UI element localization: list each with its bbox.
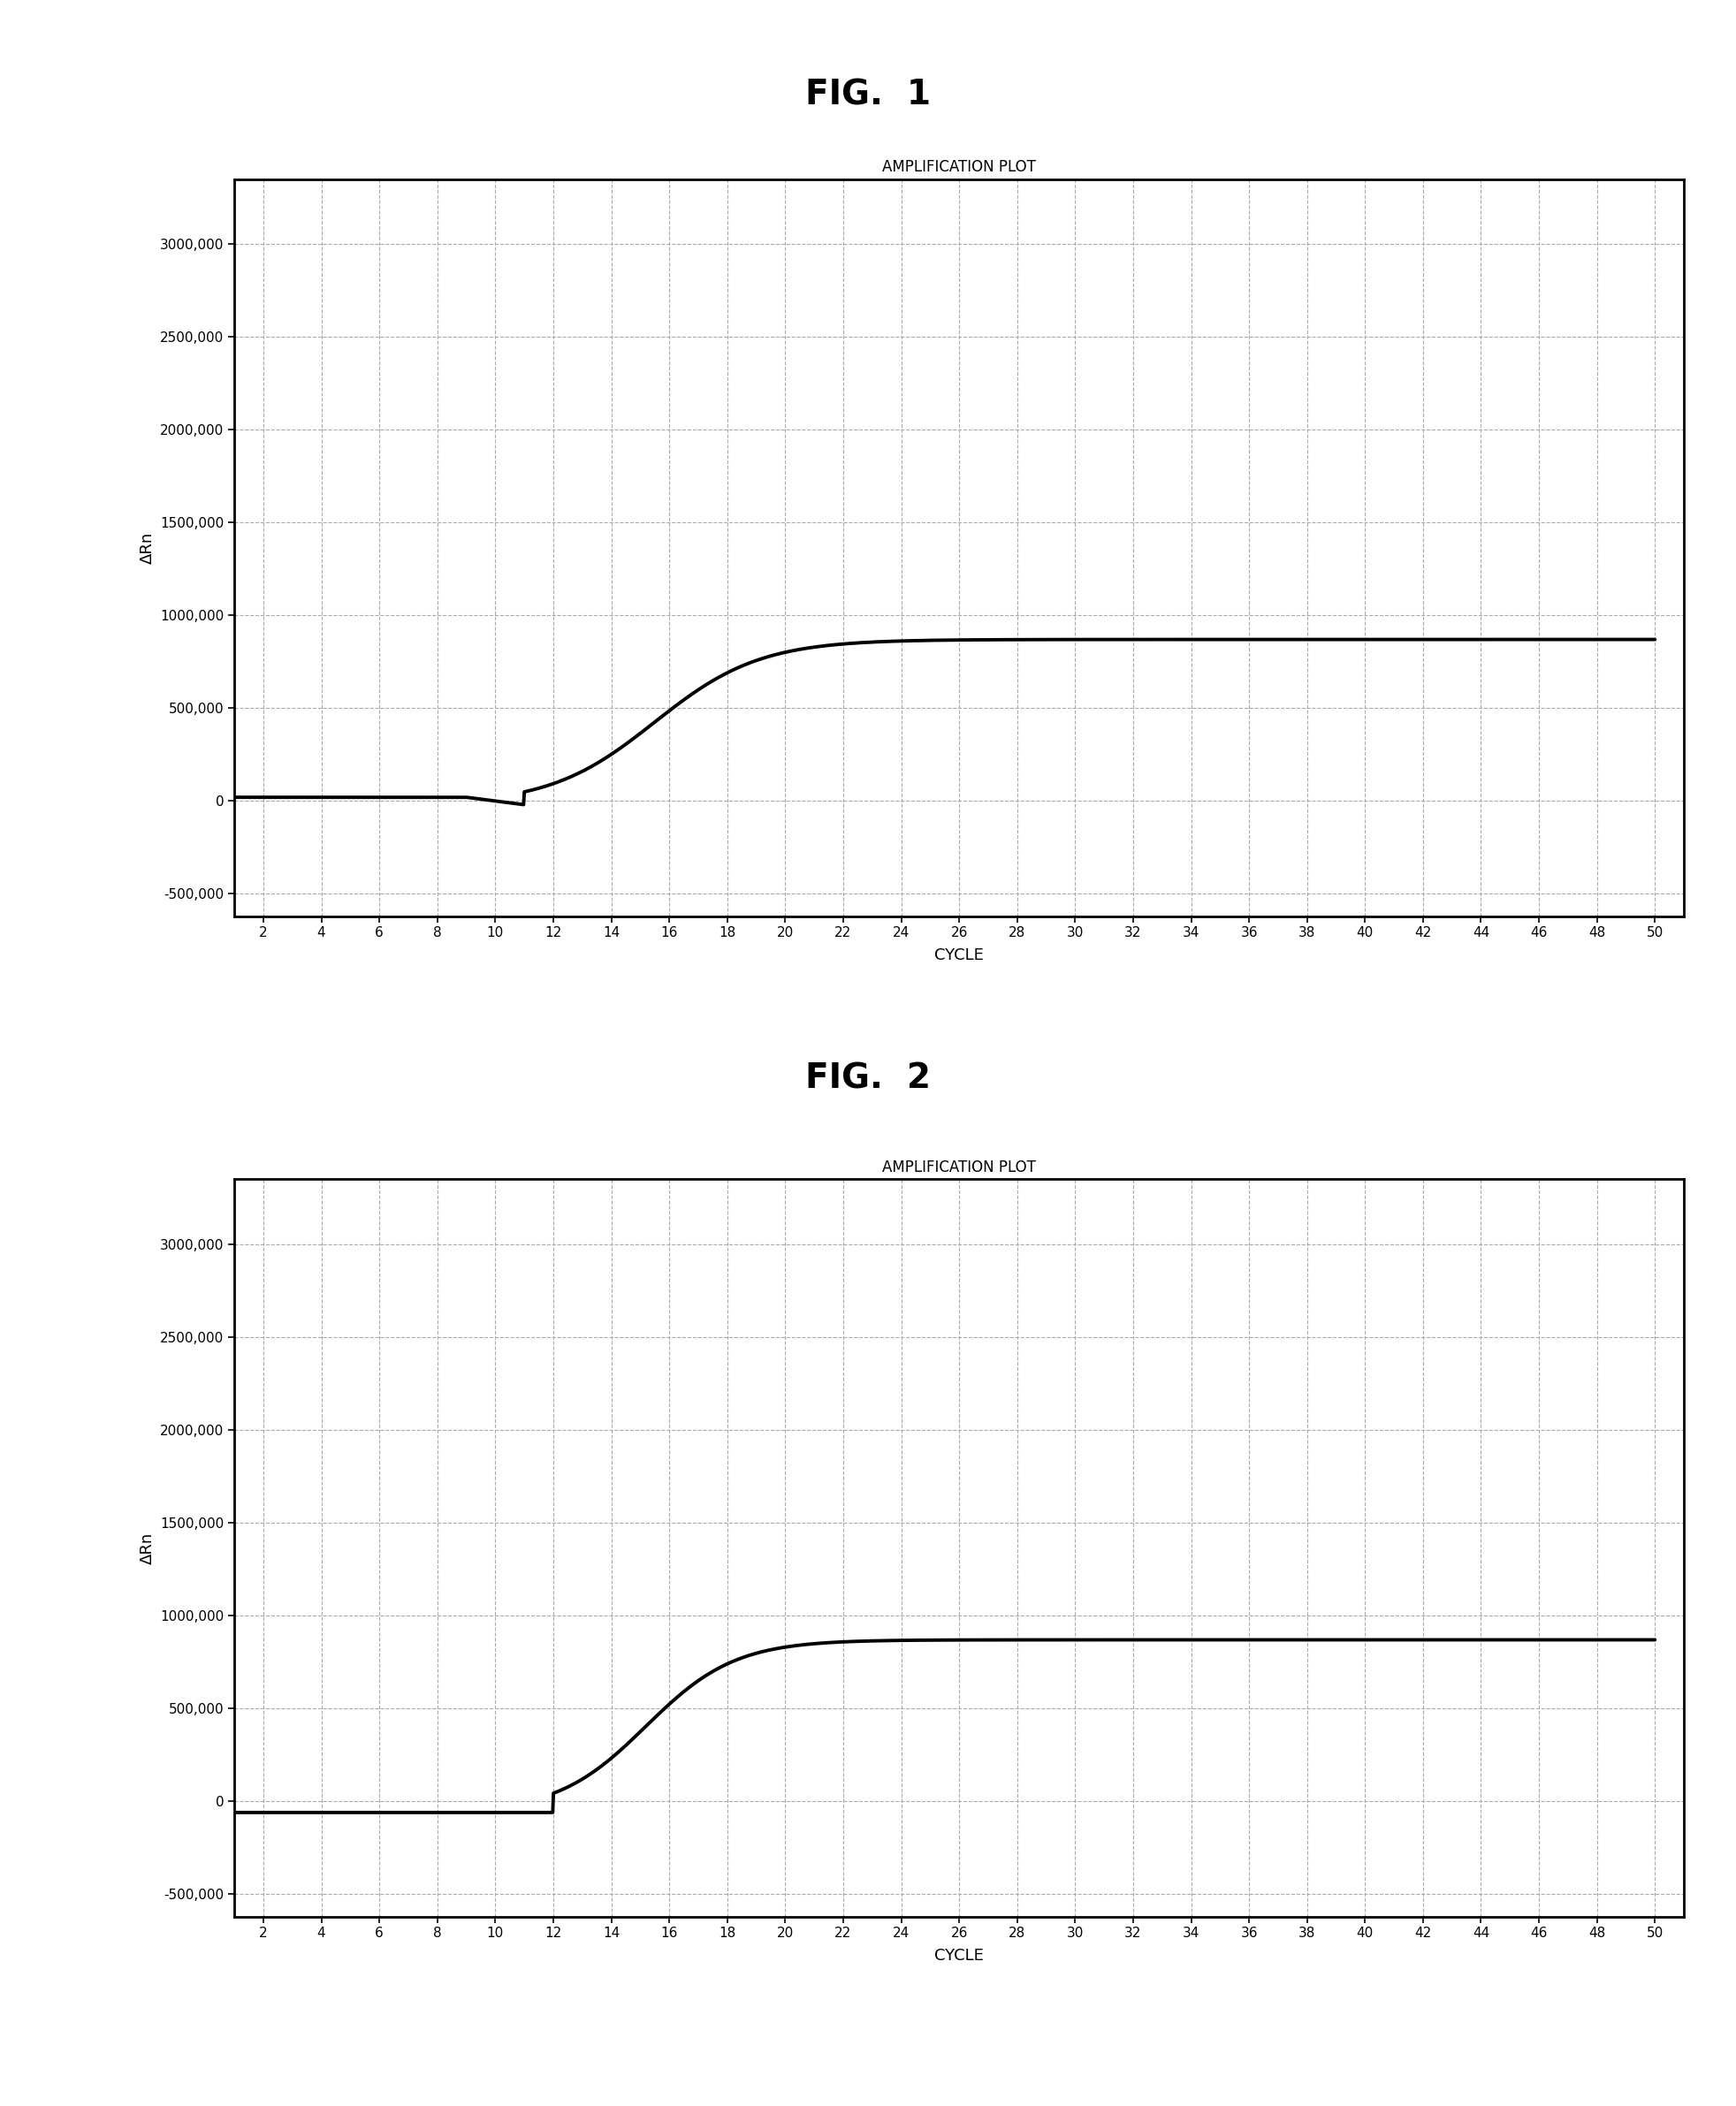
X-axis label: CYCLE: CYCLE [934,948,984,962]
Text: FIG.  1: FIG. 1 [806,78,930,112]
Title: AMPLIFICATION PLOT: AMPLIFICATION PLOT [882,1160,1036,1175]
X-axis label: CYCLE: CYCLE [934,1948,984,1963]
Title: AMPLIFICATION PLOT: AMPLIFICATION PLOT [882,160,1036,175]
Text: FIG.  2: FIG. 2 [806,1061,930,1095]
Y-axis label: ΔRn: ΔRn [139,1531,155,1565]
Y-axis label: ΔRn: ΔRn [139,531,155,564]
